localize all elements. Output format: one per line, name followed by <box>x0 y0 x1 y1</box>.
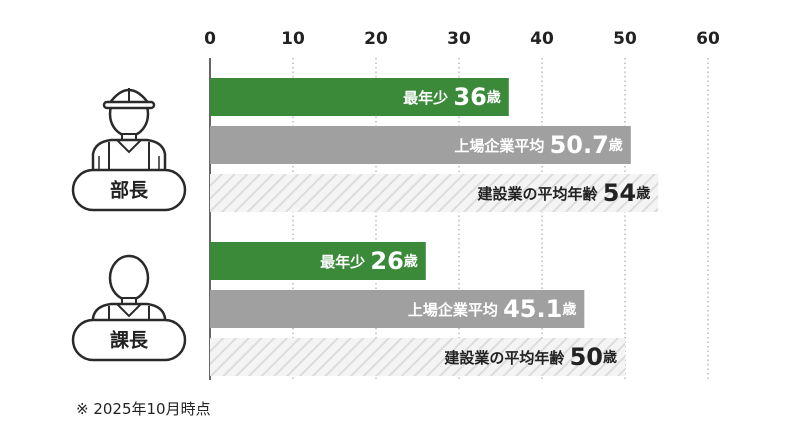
x-tick-label: 30 <box>447 29 471 49</box>
bar-data-label: 最年少 36歳 <box>403 83 501 111</box>
x-tick-label: 0 <box>204 29 216 49</box>
group-label: 課長 <box>110 329 149 352</box>
group-label-pill <box>71 168 187 212</box>
x-tick-label: 50 <box>613 29 637 49</box>
x-tick-label: 60 <box>696 29 720 49</box>
bar-unit-label: 歳 <box>609 137 623 154</box>
bar-category-label: 最年少 <box>320 253 370 271</box>
bar-category-label: 最年少 <box>403 89 453 107</box>
collar-shape <box>116 303 142 318</box>
bar-unit-label: 歳 <box>562 301 576 318</box>
bar-solid-gray <box>210 126 631 164</box>
footnote: ※ 2025年10月時点 <box>76 400 211 418</box>
bar-category-label: 上場企業平均 <box>454 137 549 155</box>
bar-unit-label: 歳 <box>487 89 501 106</box>
x-tick-label: 40 <box>530 29 554 49</box>
bar-data-label: 最年少 26歳 <box>320 247 418 275</box>
bar-solid-green <box>210 242 426 280</box>
helmet-brim <box>102 100 156 110</box>
bar-unit-label: 歳 <box>603 349 617 366</box>
x-tick-label: 20 <box>364 29 388 49</box>
head-shape <box>108 254 150 302</box>
bar-unit-label: 歳 <box>404 253 418 270</box>
bar-value-label: 26 <box>370 247 403 275</box>
collar-shape <box>116 139 142 154</box>
bar-unit-label: 歳 <box>636 185 650 202</box>
bar-value-label: 36 <box>453 83 486 111</box>
group-label: 部長 <box>110 179 149 202</box>
bar-category-label: 建設業の平均年齢 <box>444 349 569 367</box>
bar-hatched <box>210 338 625 376</box>
bar-data-label: 上場企業平均 45.1歳 <box>408 295 576 323</box>
group-label-pill <box>71 318 187 362</box>
bar-solid-gray <box>210 290 585 328</box>
bar-data-label: 建設業の平均年齢 54歳 <box>478 179 651 207</box>
bar-hatched <box>210 174 659 212</box>
bar-category-label: 上場企業平均 <box>408 301 503 319</box>
helmet-worker-icon <box>91 88 167 174</box>
bar-value-label: 50 <box>570 343 603 371</box>
bar-value-label: 50.7 <box>550 131 609 159</box>
bar-value-label: 54 <box>603 179 636 207</box>
bar-data-label: 上場企業平均 50.7歳 <box>454 131 622 159</box>
bar-data-label: 建設業の平均年齢 50歳 <box>444 343 617 371</box>
bar-solid-green <box>210 78 509 116</box>
bar-value-label: 45.1 <box>503 295 562 323</box>
bar-category-label: 建設業の平均年齢 <box>478 185 603 203</box>
torso-shape <box>91 138 167 174</box>
x-tick-label: 10 <box>281 29 305 49</box>
